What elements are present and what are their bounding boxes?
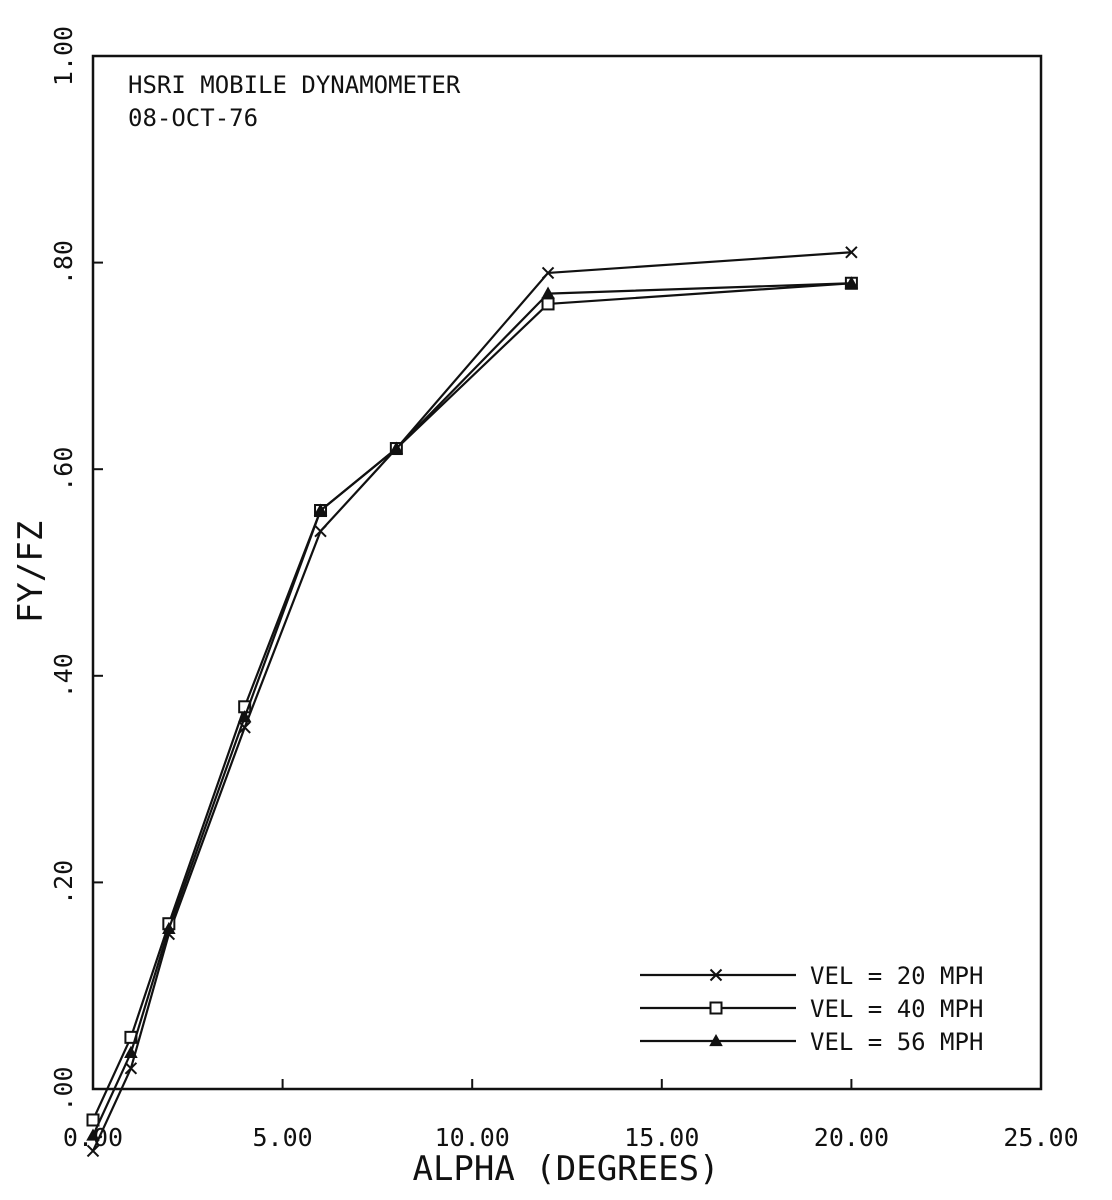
data-point-x	[845, 246, 858, 259]
data-point-triangle	[124, 1045, 138, 1058]
y-axis-label: FY/FZ	[11, 521, 51, 623]
data-point-triangle	[844, 276, 859, 289]
y-tick-label: .00	[49, 1066, 78, 1111]
series-line-x	[92, 251, 852, 1152]
chart-title: HSRI MOBILE DYNAMOMETER	[128, 71, 461, 99]
series-layer	[86, 246, 859, 1158]
data-point-triangle	[541, 286, 555, 299]
legend-label: VEL = 20 MPH	[810, 962, 983, 990]
x-axis-label: ALPHA (DEGREES)	[412, 1149, 719, 1189]
legend-marker-x	[709, 968, 723, 982]
legend-entry: VEL = 56 MPH	[640, 1028, 983, 1056]
series-line-triangle	[92, 282, 852, 1136]
y-tick-label: 1.00	[49, 26, 78, 86]
legend: VEL = 20 MPH VEL = 40 MPH VEL = 56 MPH	[640, 962, 983, 1056]
data-point-triangle	[389, 441, 404, 454]
y-tick-label: .20	[49, 860, 78, 905]
data-point-x	[86, 1144, 100, 1158]
x-tick-label: 25.00	[1003, 1123, 1078, 1152]
series-line-square	[92, 282, 852, 1121]
data-point-triangle	[86, 1128, 100, 1141]
data-point-x	[238, 721, 251, 734]
legend-marker-triangle	[709, 1033, 723, 1047]
data-point-x	[541, 266, 555, 280]
data-point-square	[541, 297, 555, 311]
data-point-x	[124, 1062, 138, 1075]
data-point-triangle	[162, 921, 176, 935]
chart-subtitle: 08-OCT-76	[128, 104, 258, 132]
x-tick-label: 20.00	[814, 1123, 889, 1152]
plot-frame	[91, 54, 1043, 1091]
data-point-triangle	[237, 710, 252, 723]
x-tick-label: 5.00	[252, 1123, 312, 1152]
legend-entry: VEL = 20 MPH	[640, 962, 983, 990]
legend-entry: VEL = 40 MPH	[640, 995, 983, 1023]
y-ticks: .00 .20 .40 .60 .80 1.00	[49, 26, 103, 1112]
data-point-x	[314, 524, 327, 538]
y-tick-label: .40	[49, 653, 78, 698]
legend-label: VEL = 40 MPH	[810, 995, 983, 1023]
x-tick-label: 10.00	[435, 1123, 510, 1152]
y-tick-label: .80	[49, 240, 78, 285]
y-tick-label: .60	[49, 447, 78, 492]
data-point-square	[86, 1113, 100, 1127]
legend-marker-square	[709, 1001, 723, 1015]
legend-label: VEL = 56 MPH	[810, 1028, 983, 1056]
x-tick-label: 15.00	[624, 1123, 699, 1152]
data-point-triangle	[313, 503, 328, 516]
